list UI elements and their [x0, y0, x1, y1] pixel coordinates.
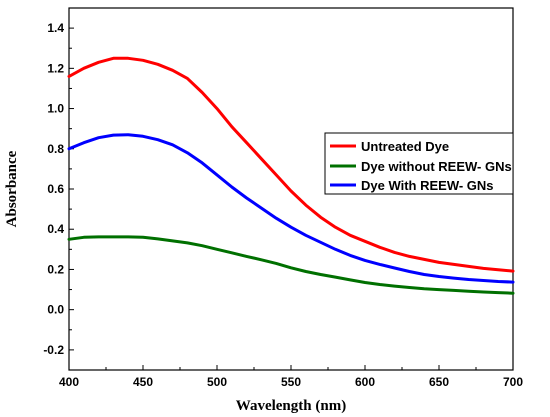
y-tick-label: 0.2 [47, 262, 64, 276]
x-tick-label: 400 [59, 375, 79, 389]
y-tick-label: 1.2 [47, 61, 64, 75]
legend-box [324, 132, 514, 195]
series-lines [67, 56, 515, 295]
legend-label-dye-without-reew-gns: Dye without REEW- GNs [361, 159, 512, 174]
x-tick-label: 500 [207, 375, 227, 389]
series-line-dye-without-reew-gns [67, 235, 515, 295]
series-line-dye-with-reew-gns [67, 133, 515, 284]
legend-label-untreated-dye: Untreated Dye [361, 139, 449, 154]
y-tick-label: 1.0 [47, 102, 64, 116]
y-tick-label: 0.0 [47, 303, 64, 317]
y-axis-ticks: -0.2 0.0 0.2 0.4 0.6 0.8 1.0 1.2 1.4 [43, 7, 74, 357]
y-tick-label: 1.4 [47, 21, 64, 35]
x-axis-title: Wavelength (nm) [236, 398, 346, 414]
x-tick-label: 700 [503, 375, 523, 389]
legend: Untreated Dye Dye without REEW- GNs Dye … [324, 132, 514, 195]
y-axis-title: Absorbance [4, 150, 20, 227]
y-tick-label: 0.6 [47, 182, 64, 196]
y-tick-label: 0.8 [47, 142, 64, 156]
legend-label-dye-with-reew-gns: Dye With REEW- GNs [361, 178, 494, 193]
x-tick-label: 550 [281, 375, 301, 389]
y-tick-label: 0.4 [47, 222, 64, 236]
x-tick-label: 450 [133, 375, 153, 389]
y-tick-label: -0.2 [43, 343, 64, 357]
x-tick-label: 600 [355, 375, 375, 389]
series-line-untreated-dye [67, 56, 515, 273]
x-axis-ticks: 400 450 500 550 600 650 700 [59, 365, 523, 389]
x-tick-label: 650 [429, 375, 449, 389]
